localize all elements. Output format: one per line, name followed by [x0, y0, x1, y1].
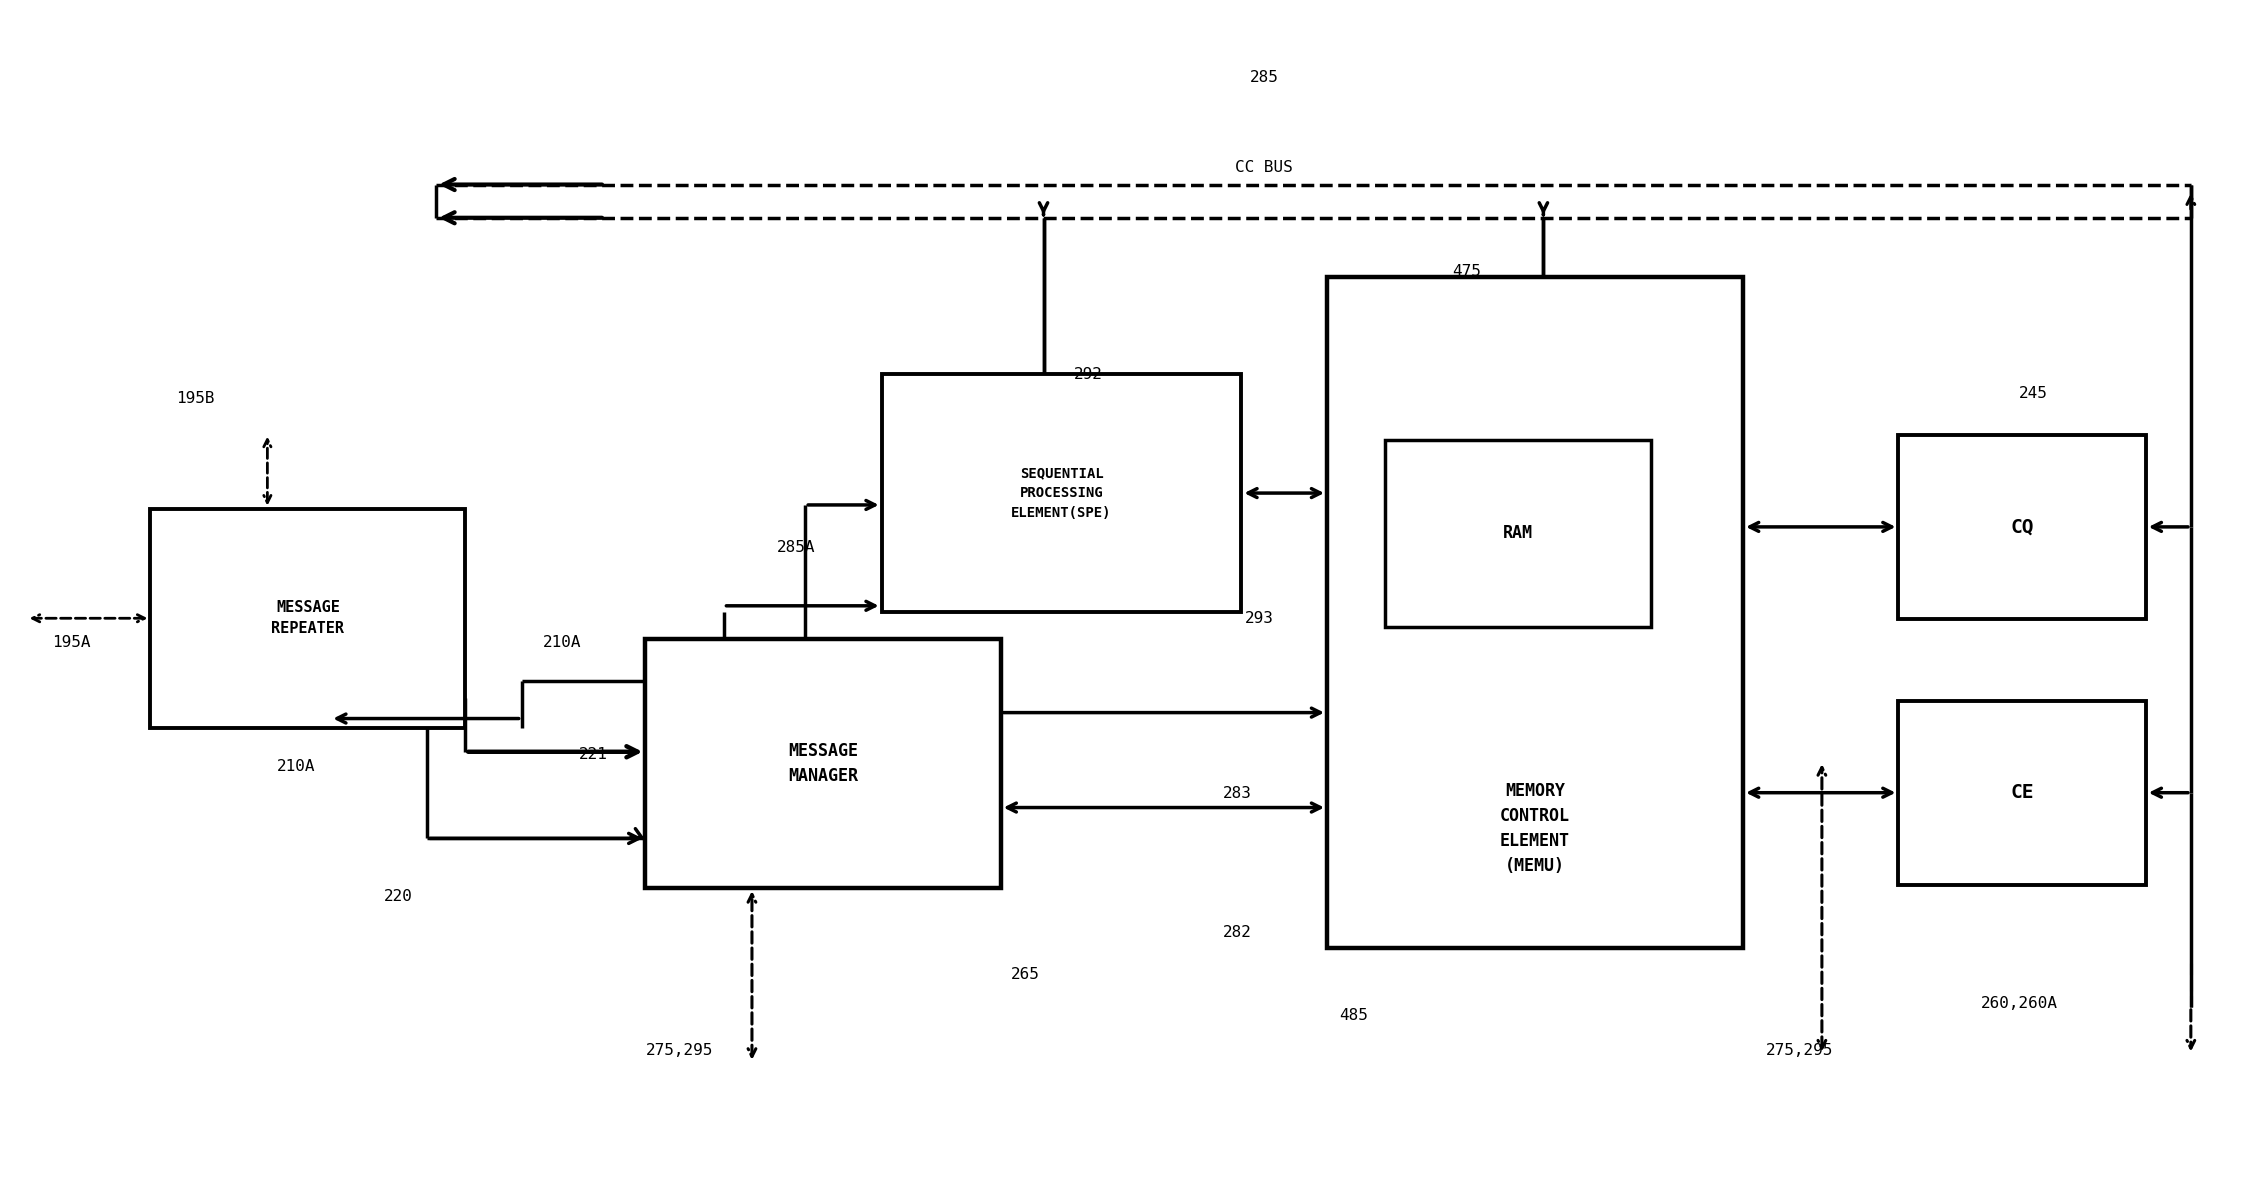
Text: RAM: RAM — [1504, 525, 1533, 543]
Text: CE: CE — [2010, 783, 2034, 802]
Text: 275,295: 275,295 — [646, 1043, 714, 1059]
FancyBboxPatch shape — [646, 639, 1000, 888]
Text: 210A: 210A — [542, 635, 580, 650]
Text: MESSAGE
REPEATER: MESSAGE REPEATER — [271, 600, 345, 636]
FancyBboxPatch shape — [1328, 277, 1743, 948]
Text: 265: 265 — [1012, 968, 1041, 982]
Text: 260,260A: 260,260A — [1980, 995, 2059, 1011]
Text: 292: 292 — [1075, 367, 1102, 382]
Text: 195B: 195B — [176, 391, 215, 405]
Text: 285A: 285A — [777, 540, 815, 556]
Text: 221: 221 — [578, 747, 607, 761]
Text: 275,295: 275,295 — [1766, 1043, 1833, 1059]
Text: 283: 283 — [1222, 786, 1251, 801]
Text: SEQUENTIAL
PROCESSING
ELEMENT(SPE): SEQUENTIAL PROCESSING ELEMENT(SPE) — [1012, 466, 1111, 520]
Text: MESSAGE
MANAGER: MESSAGE MANAGER — [788, 742, 858, 785]
Text: 245: 245 — [2019, 386, 2048, 400]
Text: 195A: 195A — [52, 635, 90, 650]
Text: 220: 220 — [384, 889, 413, 905]
Text: 210A: 210A — [278, 759, 316, 773]
Text: CC BUS: CC BUS — [1235, 160, 1294, 176]
FancyBboxPatch shape — [1899, 435, 2145, 619]
Text: 485: 485 — [1339, 1007, 1368, 1023]
Text: 282: 282 — [1222, 925, 1251, 939]
Text: MEMORY
CONTROL
ELEMENT
(MEMU): MEMORY CONTROL ELEMENT (MEMU) — [1499, 783, 1569, 876]
FancyBboxPatch shape — [1386, 440, 1651, 627]
Text: CQ: CQ — [2010, 517, 2034, 537]
FancyBboxPatch shape — [881, 374, 1242, 612]
Text: 475: 475 — [1452, 264, 1481, 278]
Text: 293: 293 — [1244, 612, 1274, 626]
Text: 285: 285 — [1249, 71, 1278, 85]
FancyBboxPatch shape — [151, 509, 465, 728]
FancyBboxPatch shape — [1899, 700, 2145, 884]
